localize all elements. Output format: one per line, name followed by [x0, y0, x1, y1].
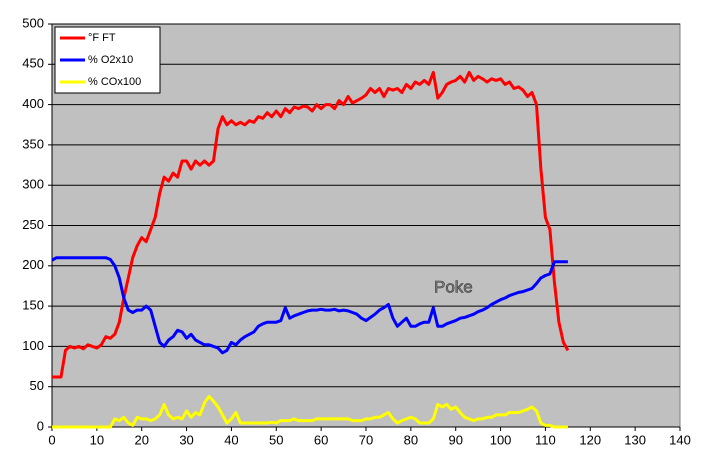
y-tick-label: 200 [22, 257, 44, 272]
x-tick-label: 100 [490, 432, 512, 447]
series-line [52, 70, 570, 379]
x-tick-label: 120 [579, 432, 601, 447]
x-tick-label: 130 [624, 432, 646, 447]
legend: °F FT % O2x10 % COx100 [54, 26, 161, 94]
x-tick-label: 50 [269, 432, 283, 447]
y-tick-label: 400 [22, 96, 44, 111]
series-line [51, 256, 568, 355]
y-tick-label: 350 [22, 136, 44, 151]
y-tick-label: 500 [22, 15, 44, 30]
x-tick-label: 90 [448, 432, 462, 447]
legend-label: % COx100 [88, 76, 141, 88]
x-tick-label: 40 [224, 432, 238, 447]
x-tick-label: 70 [359, 432, 373, 447]
x-tick-label: 140 [669, 432, 691, 447]
series-line [52, 394, 568, 429]
x-tick-label: 20 [134, 432, 148, 447]
x-tick-label: 80 [404, 432, 418, 447]
x-tick-label: 60 [314, 432, 328, 447]
x-tick-label: 0 [48, 432, 55, 447]
y-tick-label: 450 [22, 56, 44, 71]
legend-label: % O2x10 [88, 54, 133, 66]
y-tick-label: 150 [22, 298, 44, 313]
x-tick-label: 110 [535, 432, 556, 447]
legend-label: °F FT [88, 32, 116, 44]
y-tick-label: 250 [22, 217, 44, 232]
annotation: Poke [434, 277, 473, 296]
x-tick-label: 30 [179, 432, 193, 447]
y-tick-label: 300 [22, 177, 44, 192]
y-tick-label: 50 [30, 378, 44, 393]
y-tick-label: 0 [37, 418, 44, 433]
y-tick-label: 100 [22, 338, 44, 353]
x-tick-label: 10 [90, 432, 104, 447]
